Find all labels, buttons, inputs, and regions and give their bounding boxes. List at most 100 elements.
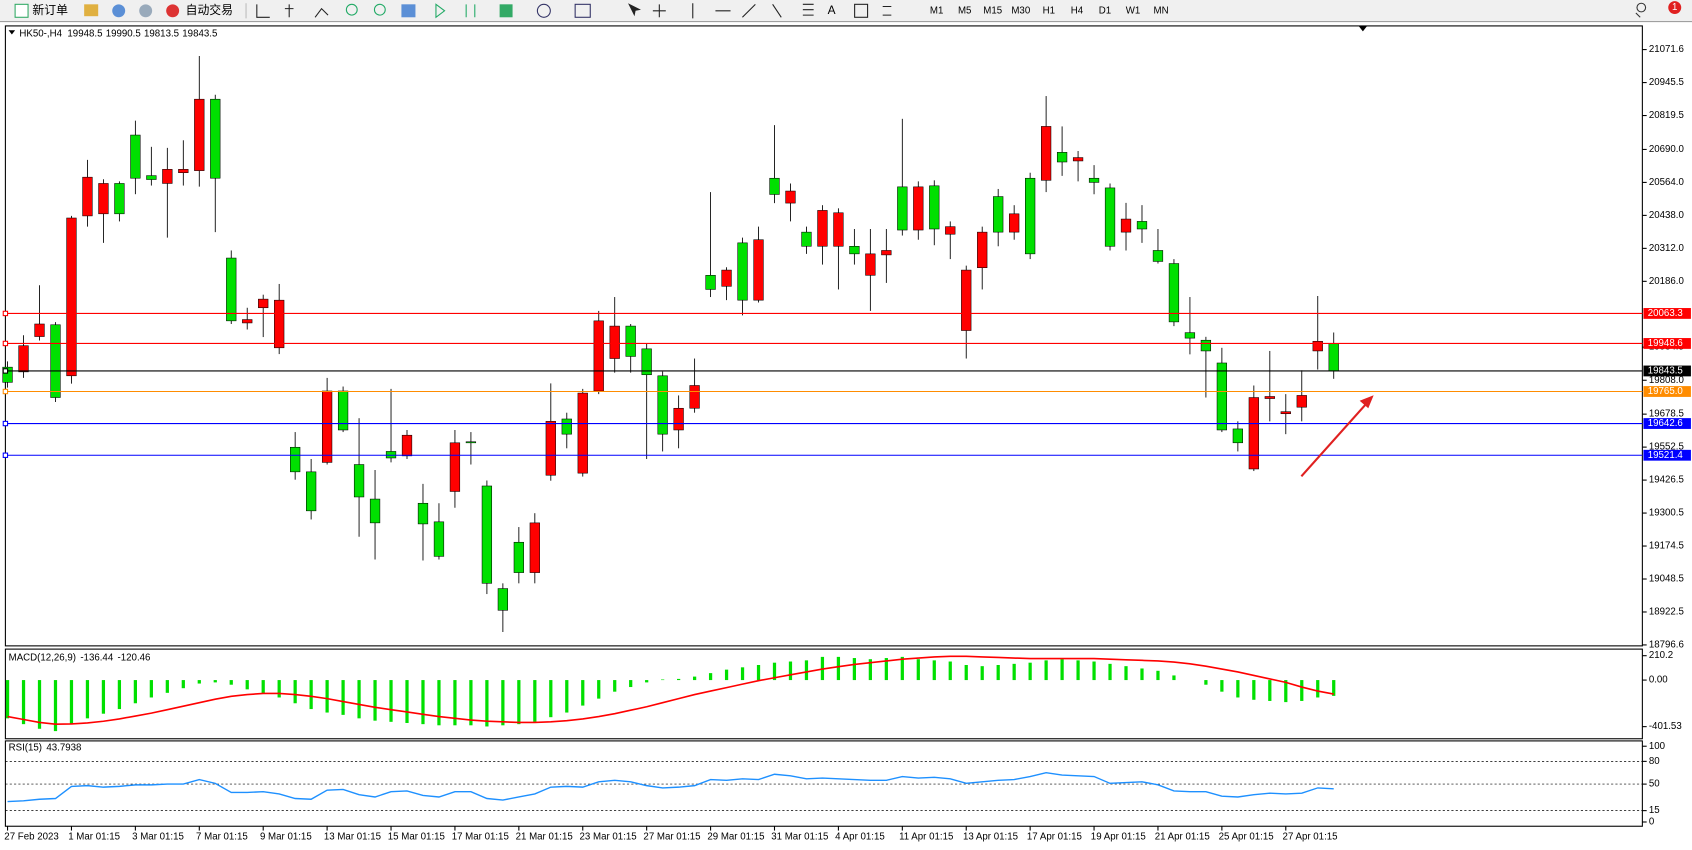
candle-body bbox=[1312, 340, 1323, 352]
x-tick-label: 7 Mar 01:15 bbox=[196, 832, 248, 843]
macd-bar bbox=[1172, 675, 1176, 681]
candle-body bbox=[2, 366, 13, 383]
y-tick-label: 80 bbox=[1649, 756, 1660, 767]
candle-body bbox=[401, 434, 413, 457]
search[interactable] bbox=[1636, 2, 1647, 13]
macd-bar bbox=[181, 680, 185, 689]
macd-bar bbox=[1268, 680, 1272, 701]
timeframe-button[interactable]: W1 bbox=[1126, 5, 1141, 16]
candle-body bbox=[897, 186, 908, 231]
chart-header: HK50-,H4 19948.5 19990.5 19813.5 19843.5 bbox=[19, 28, 217, 39]
level-marker bbox=[2, 420, 9, 427]
timeframe-button[interactable]: M30 bbox=[1011, 5, 1030, 16]
candle-body bbox=[561, 418, 572, 435]
zoom-out[interactable] bbox=[373, 3, 386, 16]
label-tool[interactable] bbox=[854, 3, 869, 18]
macd-bar bbox=[1220, 680, 1224, 692]
icon[interactable] bbox=[84, 4, 99, 17]
zoom-in[interactable] bbox=[345, 3, 358, 16]
x-tick-label: 9 Mar 01:15 bbox=[260, 832, 312, 843]
templates[interactable] bbox=[574, 3, 591, 18]
menu-marker bbox=[8, 30, 16, 35]
cursor-tool[interactable] bbox=[628, 3, 641, 17]
macd-bar bbox=[980, 666, 984, 681]
x-tick-label: 29 Mar 01:15 bbox=[707, 832, 764, 843]
indicators[interactable] bbox=[499, 4, 513, 18]
price-tag-label: 19843.5 bbox=[1648, 366, 1683, 377]
candle-body bbox=[961, 269, 972, 331]
icon[interactable] bbox=[139, 4, 153, 18]
macd-bar bbox=[756, 664, 761, 681]
arrows-tool[interactable] bbox=[882, 5, 892, 16]
y-tick-label: 20564.0 bbox=[1649, 177, 1685, 188]
macd-bar bbox=[469, 680, 473, 726]
macd-bar bbox=[37, 680, 42, 729]
timeframe-button[interactable]: H1 bbox=[1043, 5, 1055, 16]
notification-count[interactable]: 1 bbox=[1672, 2, 1677, 13]
timeframes: M1 M5 M15 M30 H1 H4 D1 W1 MN bbox=[930, 5, 1169, 16]
candle-body bbox=[306, 471, 317, 512]
timeframe-button[interactable]: H4 bbox=[1071, 5, 1084, 16]
level-marker bbox=[2, 388, 9, 395]
timeframe-button[interactable]: M1 bbox=[930, 5, 943, 16]
macd-bar bbox=[1332, 680, 1336, 696]
candle-body bbox=[1264, 396, 1275, 399]
macd-bar bbox=[149, 680, 153, 698]
macd-bar bbox=[677, 678, 681, 681]
macd-bar bbox=[1076, 660, 1080, 681]
new-order-icon[interactable] bbox=[14, 3, 29, 18]
candle-body bbox=[178, 169, 189, 174]
macd-bar bbox=[229, 680, 233, 685]
candle-body bbox=[609, 325, 620, 359]
rsi-line bbox=[7, 772, 1334, 803]
icon[interactable] bbox=[112, 4, 126, 18]
candle-body bbox=[1232, 428, 1243, 444]
macd-bar bbox=[309, 680, 313, 710]
rsi-panel bbox=[4, 740, 1643, 827]
candle-body bbox=[130, 134, 141, 179]
y-tick-label: 0 bbox=[1649, 817, 1655, 828]
candle-body bbox=[721, 269, 732, 287]
price-tag bbox=[1643, 365, 1691, 377]
timeframe-button[interactable]: M15 bbox=[983, 5, 1002, 16]
y-tick-label: 19678.5 bbox=[1649, 409, 1684, 420]
notification-badge[interactable] bbox=[1668, 1, 1682, 15]
text-tool[interactable]: A bbox=[828, 3, 836, 17]
candle-body bbox=[593, 320, 604, 392]
candle-body bbox=[1104, 187, 1116, 247]
drawing-tools[interactable] bbox=[652, 3, 814, 19]
y-tick-label: 19552.5 bbox=[1649, 442, 1684, 453]
candle-body bbox=[82, 176, 93, 217]
macd-bar bbox=[453, 680, 457, 726]
y-tick-label: 20186.0 bbox=[1649, 276, 1685, 287]
new-order-button[interactable]: 新订单 bbox=[32, 3, 68, 17]
timeframe-button[interactable]: M5 bbox=[958, 5, 971, 16]
candle-body bbox=[497, 588, 508, 611]
scroll-icons[interactable] bbox=[435, 3, 476, 19]
macd-bar bbox=[581, 680, 585, 706]
periods[interactable] bbox=[536, 3, 551, 18]
candle-body bbox=[194, 98, 205, 171]
auto-trading-icon[interactable] bbox=[166, 4, 180, 18]
macd-bar bbox=[165, 680, 169, 693]
tile-windows[interactable] bbox=[401, 4, 416, 18]
timeframe-button[interactable]: D1 bbox=[1099, 5, 1111, 16]
y-tick-label: 210.2 bbox=[1649, 650, 1673, 661]
timeframe-button[interactable]: MN bbox=[1154, 5, 1169, 16]
candle-body bbox=[465, 441, 477, 444]
candle-body bbox=[1025, 177, 1036, 255]
candle-body bbox=[769, 177, 780, 195]
macd-bar bbox=[597, 680, 601, 699]
price-tag bbox=[1643, 386, 1691, 397]
macd-bar bbox=[341, 680, 345, 715]
candle-body bbox=[849, 245, 860, 255]
chart-type-icons[interactable] bbox=[256, 4, 329, 18]
search-handle[interactable] bbox=[1635, 12, 1641, 18]
macd-bar bbox=[197, 680, 201, 684]
macd-bar bbox=[245, 680, 249, 690]
candle-body bbox=[433, 521, 445, 557]
candle-body bbox=[385, 451, 397, 459]
macd-bar bbox=[549, 680, 553, 718]
auto-trading-button[interactable]: 自动交易 bbox=[186, 3, 233, 17]
